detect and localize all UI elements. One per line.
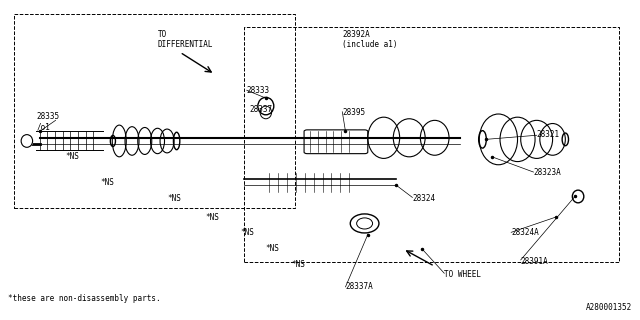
- Text: *NS: *NS: [291, 260, 305, 269]
- Text: *NS: *NS: [100, 178, 114, 187]
- Ellipse shape: [21, 135, 33, 147]
- Text: *NS: *NS: [167, 194, 181, 203]
- Text: *NS: *NS: [65, 152, 79, 161]
- Text: 28337: 28337: [250, 105, 273, 114]
- Text: 28392A
(include a1): 28392A (include a1): [342, 30, 398, 49]
- Text: 28333: 28333: [246, 86, 270, 95]
- Text: TO WHEEL: TO WHEEL: [444, 270, 481, 279]
- Text: TO
DIFFERENTIAL: TO DIFFERENTIAL: [157, 30, 213, 49]
- Text: 28391A: 28391A: [521, 257, 548, 266]
- Text: 28335
/o1: 28335 /o1: [36, 112, 60, 132]
- Text: *NS: *NS: [266, 244, 280, 253]
- Text: 28324: 28324: [412, 194, 436, 203]
- Text: A280001352: A280001352: [586, 303, 632, 312]
- Text: 28321: 28321: [537, 130, 560, 139]
- Text: 28395: 28395: [342, 108, 365, 117]
- Text: 28323A: 28323A: [534, 168, 561, 177]
- Text: *NS: *NS: [205, 212, 219, 222]
- Text: *these are non-disassembly parts.: *these are non-disassembly parts.: [8, 294, 161, 303]
- Text: 28324A: 28324A: [511, 228, 539, 237]
- Text: *NS: *NS: [241, 228, 254, 237]
- Text: 28337A: 28337A: [346, 282, 373, 292]
